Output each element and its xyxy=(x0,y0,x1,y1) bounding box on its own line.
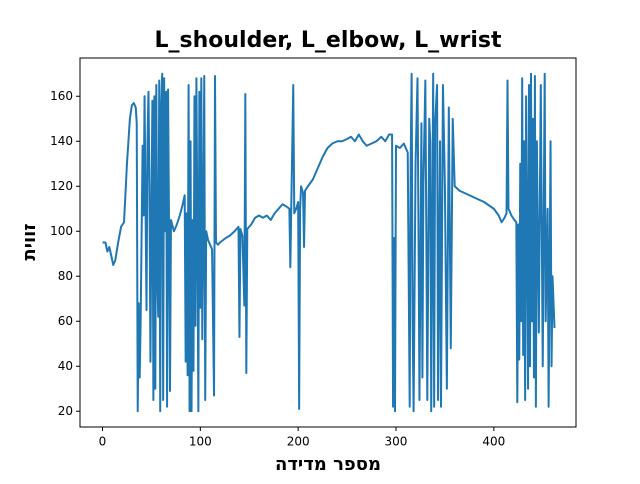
x-tick-label: 100 xyxy=(189,435,212,449)
y-tick-label: 40 xyxy=(58,359,73,373)
x-tick-label: 0 xyxy=(99,435,107,449)
y-tick-label: 120 xyxy=(50,179,73,193)
x-axis-label: מספר מדידה xyxy=(275,454,381,475)
y-tick-label: 100 xyxy=(50,224,73,238)
y-tick-label: 60 xyxy=(58,314,73,328)
chart-title: L_shoulder, L_elbow, L_wrist xyxy=(154,28,501,53)
x-tick-label: 200 xyxy=(287,435,310,449)
x-tick-label: 300 xyxy=(385,435,408,449)
y-tick-label: 160 xyxy=(50,89,73,103)
y-tick-label: 20 xyxy=(58,404,73,418)
y-axis-label: זווית xyxy=(19,223,40,260)
x-tick-label: 400 xyxy=(482,435,505,449)
y-tick-label: 80 xyxy=(58,269,73,283)
plot-frame xyxy=(79,57,577,428)
data-line xyxy=(102,72,556,413)
y-tick-label: 140 xyxy=(50,134,73,148)
